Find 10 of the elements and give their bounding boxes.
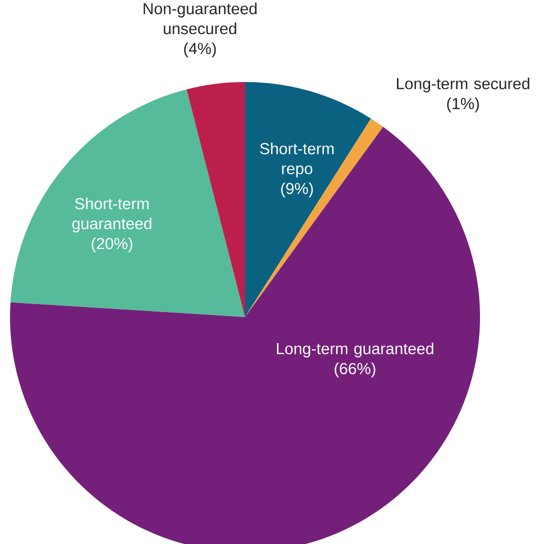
- slice-label: Long-term secured: [396, 78, 530, 92]
- data-label: (20%): [92, 237, 132, 252]
- data-label: (4%): [184, 42, 216, 58]
- slice-label: Short-term guaranteed: [72, 198, 152, 232]
- slice-label: Long-term guaranteed: [277, 342, 434, 358]
- slice-label: Short-term repo: [260, 142, 334, 178]
- data-label: (9%): [281, 182, 313, 198]
- slice-label: Non-guaranteed unsecured: [144, 2, 257, 34]
- data-label: (1%): [447, 98, 479, 112]
- data-label: (66%): [334, 362, 376, 378]
